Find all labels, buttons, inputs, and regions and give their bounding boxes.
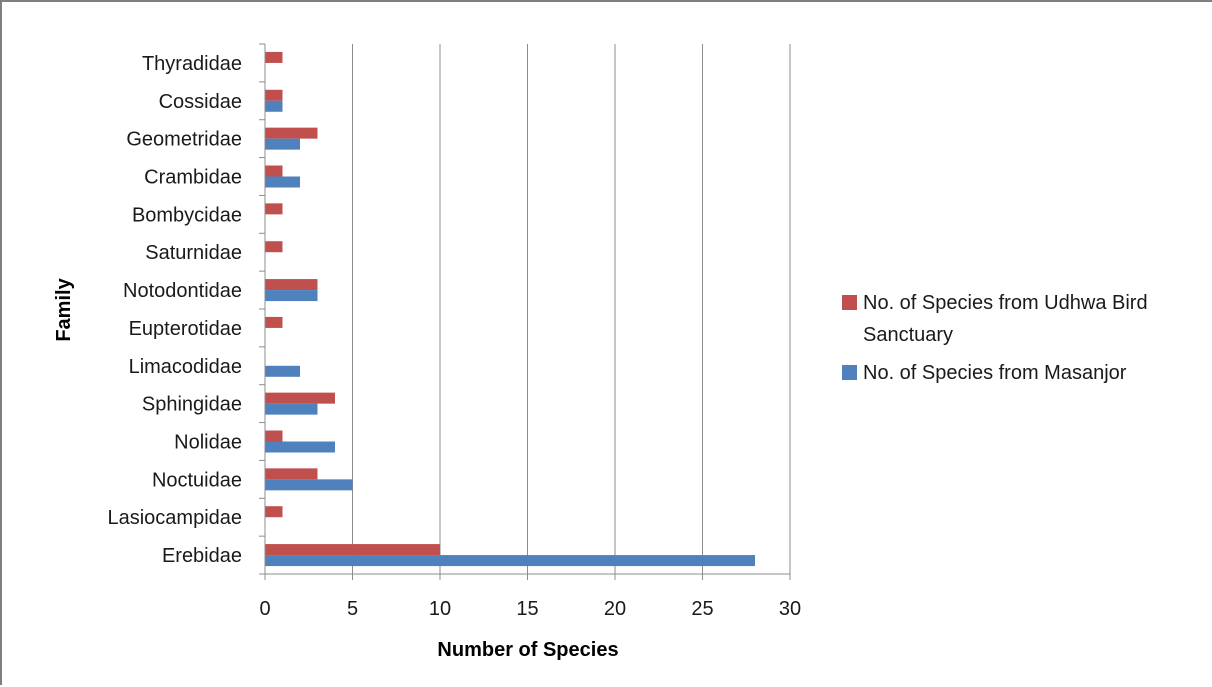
bar-masanjor-sphingidae: [265, 403, 318, 415]
x-tick-label: 20: [604, 598, 626, 620]
x-tick-label: 10: [429, 598, 451, 620]
y-tick-label-limacodidae: Limacodidae: [129, 356, 242, 378]
y-axis-title: Family: [53, 277, 75, 341]
legend-swatch-masanjor: [842, 365, 857, 380]
y-tick-label-noctuidae: Noctuidae: [152, 469, 242, 491]
bars: [265, 51, 755, 567]
bar-udhwa-eupterotidae: [265, 316, 283, 328]
x-tick-label: 0: [259, 598, 270, 620]
y-tick-label-notodontidae: Notodontidae: [123, 280, 242, 302]
bar-masanjor-crambidae: [265, 176, 300, 188]
bar-masanjor-erebidae: [265, 555, 755, 567]
x-tick-label: 5: [347, 598, 358, 620]
bar-udhwa-thyradidae: [265, 51, 283, 63]
y-tick-label-crambidae: Crambidae: [144, 167, 242, 189]
y-tick-label-nolidae: Nolidae: [174, 432, 242, 454]
y-tick-label-geometridae: Geometridae: [126, 129, 242, 151]
y-tick-label-cossidae: Cossidae: [159, 91, 242, 113]
y-tick-label-erebidae: Erebidae: [162, 545, 242, 567]
bar-udhwa-erebidae: [265, 544, 440, 556]
y-tick-label-bombycidae: Bombycidae: [132, 204, 242, 226]
bar-udhwa-nolidae: [265, 430, 283, 442]
legend-swatch-udhwa: [842, 295, 857, 310]
y-tick-label-thyradidae: Thyradidae: [142, 53, 242, 75]
bar-udhwa-sphingidae: [265, 392, 335, 404]
legend: No. of Species from Udhwa Bird Sanctuary…: [842, 287, 1202, 395]
bar-udhwa-noctuidae: [265, 468, 318, 480]
x-tick-label: 15: [516, 598, 538, 620]
legend-label-udhwa: No. of Species from Udhwa Bird Sanctuary: [863, 292, 1148, 346]
bar-udhwa-lasiocampidae: [265, 506, 283, 518]
bar-masanjor-limacodidae: [265, 365, 300, 377]
bar-masanjor-cossidae: [265, 100, 283, 112]
bar-udhwa-crambidae: [265, 165, 283, 177]
bar-udhwa-geometridae: [265, 127, 318, 139]
x-axis-title: Number of Species: [437, 639, 618, 661]
y-tick-label-saturnidae: Saturnidae: [145, 242, 242, 264]
y-tick-label-lasiocampidae: Lasiocampidae: [107, 507, 242, 529]
bar-masanjor-geometridae: [265, 138, 300, 150]
y-tick-label-sphingidae: Sphingidae: [142, 394, 242, 416]
bar-udhwa-saturnidae: [265, 241, 283, 253]
x-tick-label: 25: [691, 598, 713, 620]
bar-masanjor-notodontidae: [265, 290, 318, 302]
bar-masanjor-nolidae: [265, 441, 335, 453]
bar-udhwa-bombycidae: [265, 203, 283, 215]
legend-item-masanjor: No. of Species from Masanjor: [842, 357, 1202, 389]
bar-udhwa-notodontidae: [265, 279, 318, 291]
x-tick-label: 30: [779, 598, 801, 620]
axes: 0 5 10 15 20 25 30 Erebidae Lasiocampidae Noctuid…: [107, 43, 801, 620]
bar-udhwa-cossidae: [265, 89, 283, 101]
legend-item-udhwa: No. of Species from Udhwa Bird Sanctuary: [842, 287, 1202, 351]
legend-label-masanjor: No. of Species from Masanjor: [863, 362, 1127, 384]
y-tick-label-eupterotidae: Eupterotidae: [129, 318, 242, 340]
bar-masanjor-noctuidae: [265, 479, 353, 491]
gridlines: [352, 44, 791, 574]
